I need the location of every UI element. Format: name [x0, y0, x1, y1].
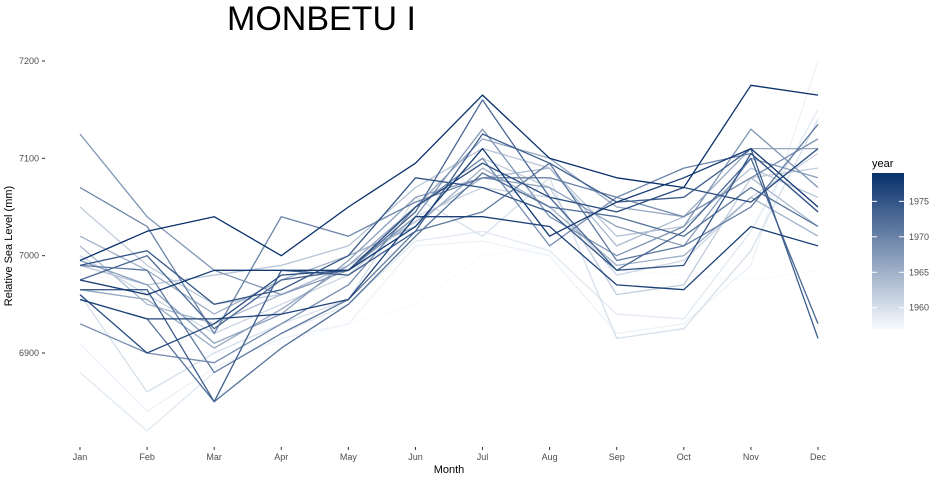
y-tick-label: 7200 [19, 56, 39, 66]
chart-title: MONBETU I [227, 0, 416, 38]
x-tick-label: Sep [609, 452, 625, 462]
series-line-1957 [79, 245, 819, 354]
series-line-1979 [79, 84, 819, 262]
x-tick-label: Apr [274, 452, 288, 462]
x-tick-label: Oct [677, 452, 692, 462]
series-line-1976 [79, 148, 819, 354]
x-axis-title: Month [434, 464, 465, 476]
x-tick-label: May [340, 452, 358, 462]
legend-tick-label: 1975 [909, 196, 929, 206]
series-line-1968 [79, 128, 819, 296]
x-tick-label: Feb [139, 452, 155, 462]
series-line-1958 [79, 60, 819, 413]
legend-ticks: 1960 1965 1970 1975 [872, 196, 929, 313]
legend-tick-label: 1960 [909, 303, 929, 313]
y-tick-label: 7000 [19, 251, 39, 261]
legend-tick-label: 1970 [909, 232, 929, 242]
series-line-1963 [79, 147, 819, 286]
series-line-1973 [79, 99, 819, 330]
x-tick-label: Jan [73, 452, 88, 462]
x-tick-label: Aug [542, 452, 558, 462]
y-tick-label: 7100 [19, 153, 39, 163]
series-line-1977 [79, 216, 819, 320]
series-line-1972 [79, 172, 819, 403]
plot-area: 6900 7000 7100 7200 Jan Feb Mar Apr May Jun Jul Aug… [19, 56, 827, 462]
series-line-1961 [79, 152, 819, 335]
series-line-1971 [79, 123, 819, 374]
x-tick-label: Dec [810, 452, 827, 462]
x-tick-label: Nov [743, 452, 760, 462]
x-tick-label: Jul [477, 452, 489, 462]
legend-tick-label: 1965 [909, 267, 929, 277]
series-line-1975 [79, 152, 819, 305]
legend-colorbar [872, 173, 904, 329]
y-axis-title: Relative Sea Level (mm) [3, 186, 15, 306]
x-tick-label: Mar [206, 452, 222, 462]
series-line-1978 [79, 147, 819, 296]
y-tick-label: 6900 [19, 348, 39, 358]
legend-title: year [872, 158, 894, 170]
x-tick-label: Jun [408, 452, 423, 462]
legend: year 1960 1965 1970 1975 [872, 158, 929, 329]
